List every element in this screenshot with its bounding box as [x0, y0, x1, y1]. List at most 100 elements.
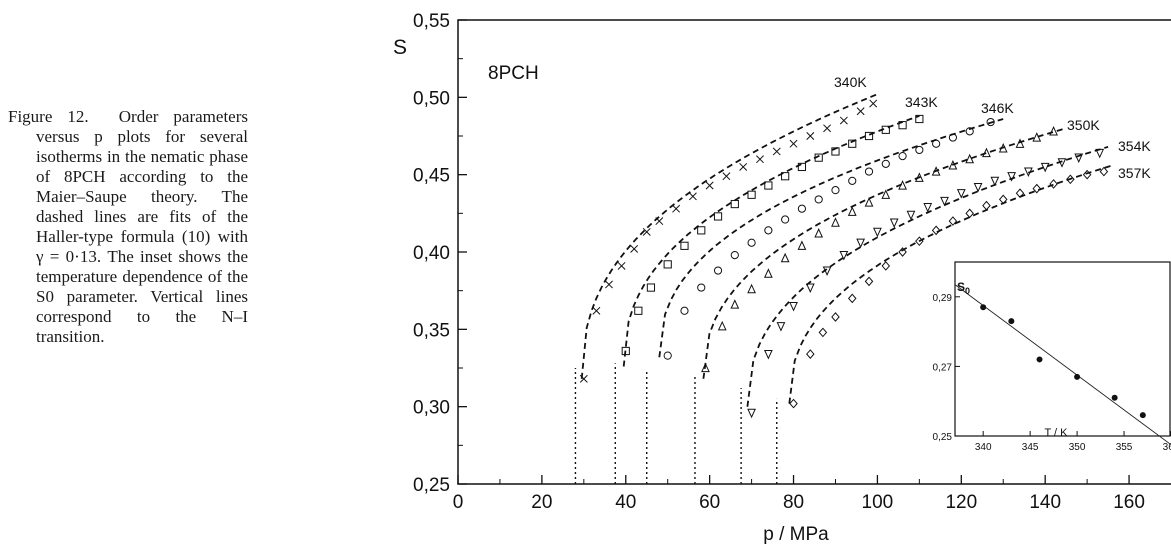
inset-y-tick-label: 0,25 — [933, 432, 953, 443]
data-point — [730, 250, 739, 260]
x-axis-label: p / MPa — [763, 524, 829, 545]
data-point — [915, 236, 924, 247]
data-point — [713, 266, 723, 275]
inset-data-point — [1036, 356, 1043, 363]
data-point — [701, 362, 710, 373]
data-point — [915, 145, 924, 155]
inset-x-tick-label: 350 — [1069, 442, 1086, 453]
x-tick-label: 80 — [783, 492, 804, 513]
data-point — [806, 349, 815, 359]
data-point — [881, 189, 891, 199]
data-point — [847, 206, 857, 216]
y-tick-label: 0,25 — [413, 475, 450, 496]
data-point — [814, 153, 823, 162]
y-tick-label: 0,55 — [413, 11, 450, 32]
data-point — [697, 283, 706, 292]
data-point — [889, 218, 899, 229]
data-point — [1074, 153, 1084, 164]
data-point — [915, 114, 924, 124]
x-tick-label: 140 — [1029, 492, 1061, 513]
y-tick-label: 0,35 — [413, 320, 450, 341]
series-label: 357K — [1118, 165, 1151, 181]
data-point — [956, 189, 966, 199]
main-plot: 0,25 0,30 0,35 0,40 0,45 0,50 0,55 0 20 40 60 80 10… — [393, 11, 1171, 545]
data-point — [873, 227, 882, 238]
x-axis-ticks: 0 20 40 60 80 100 120 140 160 — [453, 475, 1145, 513]
data-point — [780, 252, 790, 263]
data-point — [747, 283, 756, 294]
fit-curve — [658, 118, 1004, 358]
data-point — [763, 349, 773, 360]
caption-text: Order parameters versus p plots for seve… — [36, 107, 248, 346]
data-point — [990, 176, 1000, 187]
inset-data-point — [1008, 318, 1015, 325]
data-point — [998, 194, 1008, 205]
data-point — [864, 276, 874, 287]
inset-y-label: S0 — [957, 280, 970, 296]
inset-x-tick-label: 360 — [1163, 442, 1171, 453]
data-point — [965, 153, 975, 164]
y-tick-label: 0,45 — [413, 166, 450, 187]
data-point — [986, 117, 995, 127]
data-point — [705, 181, 714, 190]
data-point — [940, 196, 949, 207]
data-point — [697, 226, 706, 235]
y-axis-label: S — [393, 36, 407, 59]
data-point — [655, 217, 664, 226]
data-point — [1066, 174, 1075, 185]
data-point — [776, 322, 786, 332]
data-point — [898, 247, 907, 257]
data-point — [713, 212, 723, 221]
data-point — [1032, 132, 1042, 142]
inset-data-point — [1111, 394, 1118, 401]
fit-curve — [788, 164, 1113, 404]
compound-annotation: 8PCH — [488, 63, 539, 84]
data-point — [756, 155, 764, 164]
data-point — [1082, 169, 1092, 180]
data-point — [642, 227, 651, 236]
data-point — [772, 147, 781, 156]
data-point — [797, 240, 807, 250]
data-point — [823, 124, 832, 133]
inset-data-points — [980, 304, 1146, 419]
data-point — [923, 203, 933, 213]
data-point — [579, 374, 588, 383]
data-point — [881, 159, 890, 168]
data-point — [663, 260, 672, 269]
data-point — [730, 199, 739, 209]
x-tick-label: 160 — [1113, 492, 1145, 513]
x-tick-label: 120 — [945, 492, 977, 513]
data-point — [881, 125, 890, 134]
inset-data-point — [1074, 373, 1081, 380]
series-labels: 340K 343K 346K 350K 354K 357K — [834, 74, 1151, 181]
inset-x-tick-label: 340 — [975, 442, 992, 453]
data-point — [848, 176, 857, 185]
data-point — [789, 398, 798, 409]
data-point — [822, 266, 832, 276]
data-point — [680, 241, 689, 250]
caption-label: Figure 12. — [8, 107, 89, 126]
data-point — [646, 283, 656, 292]
data-point — [1032, 183, 1042, 194]
series-label: 346K — [981, 100, 1014, 116]
data-point — [1040, 162, 1050, 173]
fit-curve — [580, 93, 878, 379]
y-tick-label: 0,30 — [413, 398, 450, 419]
series-label: 343K — [905, 94, 938, 110]
data-point — [931, 166, 941, 176]
data-point — [1007, 172, 1017, 182]
data-point — [730, 299, 740, 309]
data-point — [814, 228, 824, 238]
data-point — [630, 244, 639, 253]
data-point — [605, 280, 613, 289]
figure-caption: Figure 12. Order parameters versus p plo… — [8, 107, 248, 347]
data-point — [965, 127, 974, 136]
data-point — [982, 147, 991, 158]
inset-data-point — [980, 304, 987, 311]
data-point — [914, 172, 924, 182]
data-point — [839, 250, 849, 261]
data-points — [579, 99, 1109, 419]
x-tick-label: 20 — [531, 492, 552, 513]
x-tick-label: 40 — [615, 492, 636, 513]
